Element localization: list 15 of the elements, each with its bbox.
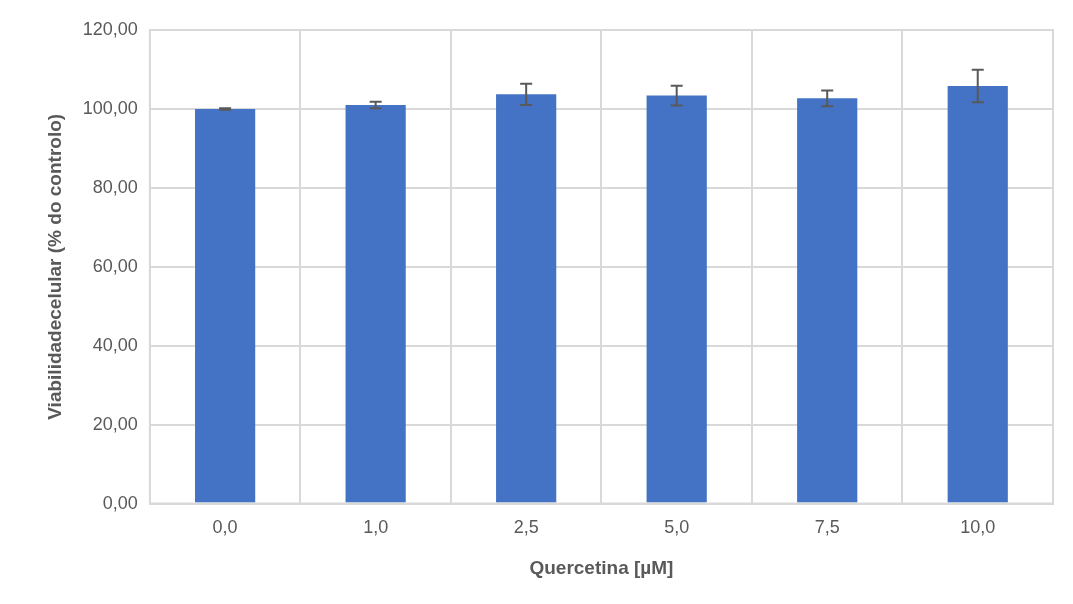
y-tick-label: 120,00 xyxy=(82,18,138,39)
y-tick-label: 0,00 xyxy=(102,492,138,513)
x-axis-title: Quercetina [µM] xyxy=(529,556,674,578)
x-tick-label: 5,0 xyxy=(664,517,690,538)
x-tick-label: 0,0 xyxy=(212,517,238,538)
y-tick-label: 60,00 xyxy=(92,255,138,276)
x-tick-label: 7,5 xyxy=(814,517,840,538)
x-tick-label: 1,0 xyxy=(363,517,389,538)
y-tick-label: 20,00 xyxy=(92,413,138,434)
x-tick-label: 2,5 xyxy=(513,517,539,538)
y-tick-label: 40,00 xyxy=(92,334,138,355)
y-tick-label: 80,00 xyxy=(92,176,138,197)
y-axis-title: Viabilidadecelular (% do controlo) xyxy=(43,113,65,420)
y-tick-label: 100,00 xyxy=(82,97,138,118)
x-tick-label: 10,0 xyxy=(960,517,996,538)
